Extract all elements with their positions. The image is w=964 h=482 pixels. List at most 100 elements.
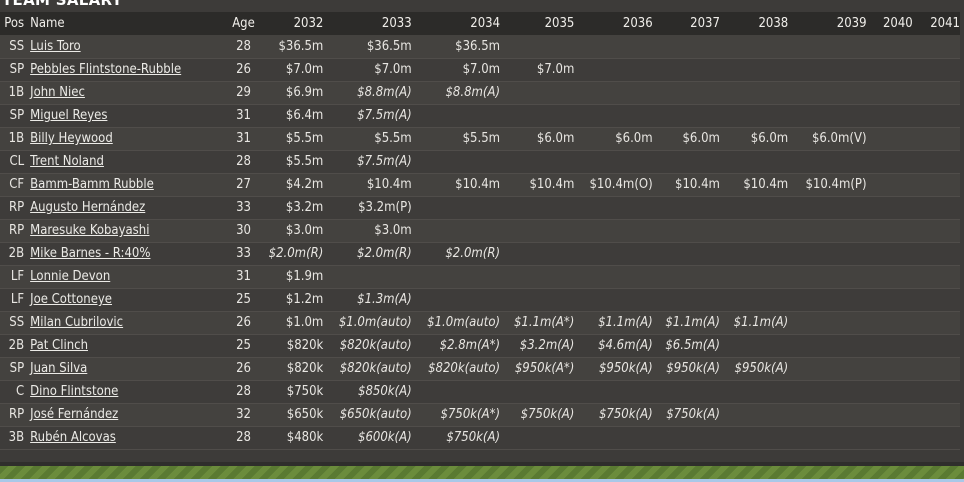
column-header-2032[interactable]: 2032 xyxy=(293,16,324,31)
player-name-link[interactable]: Miguel Reyes xyxy=(30,108,108,123)
name-cell: Bamm-Bamm Rubble xyxy=(30,173,226,197)
player-name-link[interactable]: Lonnie Devon xyxy=(30,269,111,284)
position-cell: RP xyxy=(0,403,31,427)
salary-cell-2036 xyxy=(574,265,653,289)
salary-cell-2038 xyxy=(719,219,789,243)
salary-cell-2035 xyxy=(500,196,575,220)
salary-cell-2038 xyxy=(719,81,789,105)
salary-cell-2033: $820k(auto) xyxy=(323,334,412,358)
age-cell: 26 xyxy=(225,357,262,381)
salary-cell-2032: $1.2m xyxy=(261,288,324,312)
salary-cell-2035: $1.1m(A*) xyxy=(500,311,575,335)
column-header-2033[interactable]: 2033 xyxy=(381,16,412,31)
column-header-2036[interactable]: 2036 xyxy=(622,16,653,31)
name-cell: José Fernández xyxy=(30,403,226,427)
column-header-pos[interactable]: Pos xyxy=(4,16,25,31)
table-row: SP Juan Silva 26 $820k $820k(auto) $820k(auto… xyxy=(0,357,960,381)
player-name-link[interactable]: Bamm-Bamm Rubble xyxy=(30,177,154,192)
player-name-link[interactable]: Mike Barnes - R:40% xyxy=(30,246,151,261)
salary-cell-2033: $3.2m(P) xyxy=(323,196,412,220)
name-cell: Juan Silva xyxy=(30,357,226,381)
salary-cell-2040 xyxy=(866,81,913,105)
salary-cell-2035 xyxy=(500,219,575,243)
salary-cell-2032: $5.5m xyxy=(261,150,324,174)
salary-cell-2038 xyxy=(719,242,789,266)
age-cell: 28 xyxy=(225,426,262,450)
player-name-link[interactable]: Joe Cottoneye xyxy=(30,292,113,307)
salary-cell-2040 xyxy=(866,403,913,427)
position-cell: SS xyxy=(0,311,31,335)
name-cell: Pat Clinch xyxy=(30,334,226,358)
salary-cell-2038 xyxy=(719,334,789,358)
age-cell: 25 xyxy=(225,288,262,312)
player-name-link[interactable]: Rubén Alcovas xyxy=(30,430,116,445)
player-name-link[interactable]: Dino Flintstone xyxy=(30,384,119,399)
name-cell: Luis Toro xyxy=(30,35,226,59)
salary-cell-2039 xyxy=(788,380,867,404)
team-salary-panel: TEAM SALARY Pos Name Age 2032 2033 2034 2035 20… xyxy=(0,0,960,450)
salary-cell-2039 xyxy=(788,311,867,335)
player-name-link[interactable]: Luis Toro xyxy=(30,38,81,54)
salary-cell-2034 xyxy=(411,196,501,220)
salary-cell-2041 xyxy=(912,81,960,105)
column-header-2037[interactable]: 2037 xyxy=(690,16,720,31)
column-header-2041[interactable]: 2041 xyxy=(930,16,960,31)
salary-cell-2035: $6.0m xyxy=(500,127,575,151)
salary-cell-2040 xyxy=(866,58,913,82)
salary-cell-2034 xyxy=(411,380,501,404)
salary-cell-2036 xyxy=(574,196,653,220)
salary-cell-2041 xyxy=(912,334,960,358)
player-name-link[interactable]: Pat Clinch xyxy=(30,338,88,353)
column-header-age[interactable]: Age xyxy=(232,16,255,31)
salary-cell-2037 xyxy=(652,150,720,174)
player-name-link[interactable]: Milan Cubrilovic xyxy=(30,315,124,330)
salary-cell-2037 xyxy=(652,81,720,105)
salary-cell-2040 xyxy=(866,288,913,312)
salary-cell-2034: $10.4m xyxy=(411,173,501,197)
player-name-link[interactable]: Juan Silva xyxy=(30,361,88,376)
column-header-2039[interactable]: 2039 xyxy=(836,16,867,31)
player-name-link[interactable]: Billy Heywood xyxy=(30,131,113,146)
salary-cell-2035: $750k(A) xyxy=(500,403,575,427)
table-row: 1B Billy Heywood 31 $5.5m $5.5m $5.5m $6.0m $6.… xyxy=(0,127,960,151)
salary-cell-2034: $2.8m(A*) xyxy=(411,334,501,358)
player-name-link[interactable]: John Niec xyxy=(30,85,85,100)
table-row: RP José Fernández 32 $650k $650k(auto) $750k(… xyxy=(0,403,960,427)
age-cell: 26 xyxy=(225,311,262,335)
table-row: SS Milan Cubrilovic 26 $1.0m $1.0m(auto) $1.0… xyxy=(0,311,960,335)
age-cell: 32 xyxy=(225,403,262,427)
table-row: SP Miguel Reyes 31 $6.4m $7.5m(A) xyxy=(0,104,960,128)
column-header-2038[interactable]: 2038 xyxy=(758,16,789,31)
column-header-2034[interactable]: 2034 xyxy=(470,16,501,31)
salary-cell-2034 xyxy=(411,219,501,243)
player-name-link[interactable]: José Fernández xyxy=(30,407,119,422)
salary-cell-2033: $36.5m xyxy=(323,35,412,59)
salary-cell-2034: $750k(A*) xyxy=(411,403,501,427)
player-name-link[interactable]: Maresuke Kobayashi xyxy=(30,223,150,238)
column-header-name[interactable]: Name xyxy=(30,16,65,31)
salary-table: Pos Name Age 2032 2033 2034 2035 2036 2037 2038 20… xyxy=(0,12,960,450)
column-header-2040[interactable]: 2040 xyxy=(882,16,913,31)
salary-cell-2034: $8.8m(A) xyxy=(411,81,501,105)
salary-cell-2038 xyxy=(719,104,789,128)
salary-cell-2040 xyxy=(866,242,913,266)
salary-cell-2041 xyxy=(912,196,960,220)
salary-cell-2036 xyxy=(574,380,653,404)
salary-cell-2038 xyxy=(719,380,789,404)
column-header-2035[interactable]: 2035 xyxy=(544,16,575,31)
player-name-link[interactable]: Augusto Hernández xyxy=(30,200,146,215)
salary-cell-2035 xyxy=(500,426,575,450)
salary-cell-2032: $3.0m xyxy=(261,219,324,243)
salary-cell-2040 xyxy=(866,35,913,59)
table-row: 1B John Niec 29 $6.9m $8.8m(A) $8.8m(A) xyxy=(0,81,960,105)
position-cell: 1B xyxy=(0,127,31,151)
salary-cell-2034 xyxy=(411,104,501,128)
table-row: 2B Mike Barnes - R:40% 33 $2.0m(R) $2.0m(R) $… xyxy=(0,242,960,266)
salary-cell-2035 xyxy=(500,104,575,128)
position-cell: CF xyxy=(0,173,31,197)
salary-cell-2039 xyxy=(788,426,867,450)
position-cell: 1B xyxy=(0,81,31,105)
salary-cell-2037 xyxy=(652,35,720,59)
player-name-link[interactable]: Pebbles Flintstone-Rubble xyxy=(30,62,182,77)
player-name-link[interactable]: Trent Noland xyxy=(30,154,104,169)
